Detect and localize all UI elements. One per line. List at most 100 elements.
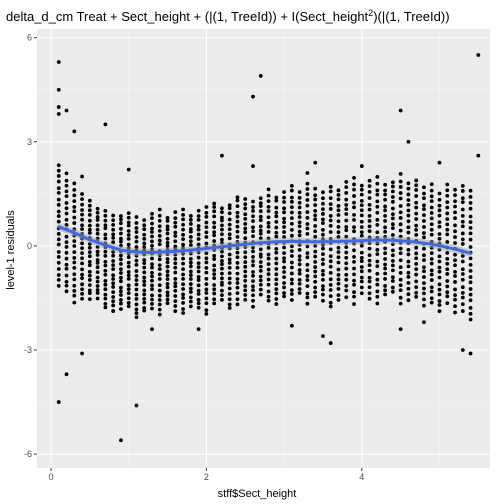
data-point xyxy=(188,286,193,291)
data-point xyxy=(142,296,147,301)
data-point xyxy=(196,255,201,260)
data-point xyxy=(437,299,442,303)
data-point xyxy=(134,278,139,282)
data-point xyxy=(375,264,380,269)
data-point xyxy=(328,202,333,207)
data-point xyxy=(181,217,185,222)
data-point xyxy=(181,261,185,266)
data-point xyxy=(212,233,217,238)
data-point xyxy=(243,222,248,226)
data-point xyxy=(212,276,217,281)
data-point xyxy=(212,214,217,219)
data-point xyxy=(87,227,92,232)
data-point xyxy=(142,300,147,305)
data-point xyxy=(422,203,426,208)
data-point xyxy=(80,197,84,202)
data-point xyxy=(56,277,61,282)
data-point xyxy=(95,206,100,211)
data-point xyxy=(422,297,426,302)
data-point xyxy=(359,225,364,230)
data-point xyxy=(344,266,349,271)
data-point xyxy=(344,228,349,233)
data-point xyxy=(266,209,271,214)
data-point xyxy=(429,199,434,204)
data-point xyxy=(414,200,419,205)
data-point xyxy=(196,265,201,270)
data-point xyxy=(305,284,310,289)
data-point xyxy=(453,199,457,204)
data-point xyxy=(251,199,255,204)
data-point-outlier xyxy=(80,351,84,356)
data-point xyxy=(188,222,193,226)
data-point xyxy=(313,217,318,222)
data-point xyxy=(414,194,419,198)
data-point xyxy=(95,275,100,280)
data-point xyxy=(243,255,248,260)
data-point xyxy=(390,212,395,216)
data-point xyxy=(119,275,123,280)
data-point xyxy=(266,215,271,220)
data-point-outlier xyxy=(80,174,84,179)
data-point xyxy=(87,297,92,302)
data-point xyxy=(56,186,61,191)
data-point xyxy=(289,228,294,232)
data-point xyxy=(111,232,116,237)
data-point xyxy=(119,271,123,275)
data-point xyxy=(103,253,108,258)
data-point xyxy=(64,245,69,249)
data-point xyxy=(406,280,411,285)
data-point xyxy=(142,241,147,246)
data-point xyxy=(126,229,131,233)
data-point xyxy=(251,274,255,278)
data-point xyxy=(72,215,77,220)
data-point xyxy=(258,282,263,287)
data-point xyxy=(72,272,77,277)
data-point xyxy=(111,281,116,286)
data-point xyxy=(95,253,100,257)
data-point xyxy=(220,227,224,232)
data-point xyxy=(235,255,240,260)
data-point xyxy=(460,213,465,218)
data-point xyxy=(460,290,465,295)
data-point xyxy=(266,187,271,192)
data-point xyxy=(398,196,403,201)
data-point xyxy=(359,203,364,208)
data-point xyxy=(80,267,84,272)
data-point xyxy=(119,226,123,231)
data-point xyxy=(95,218,100,222)
data-point xyxy=(150,239,154,244)
data-point-outlier xyxy=(476,53,481,57)
data-point xyxy=(111,309,116,313)
data-point xyxy=(282,281,286,285)
data-point xyxy=(150,297,154,302)
data-point xyxy=(56,254,61,259)
data-point xyxy=(445,182,450,187)
data-point xyxy=(328,207,333,211)
data-point xyxy=(80,217,84,222)
data-point xyxy=(398,210,403,215)
data-point-outlier xyxy=(305,171,310,175)
data-point xyxy=(336,272,341,277)
data-point xyxy=(220,237,224,242)
data-point xyxy=(429,216,434,221)
data-point xyxy=(157,224,162,229)
data-point xyxy=(328,218,333,223)
data-point xyxy=(235,210,240,215)
data-point xyxy=(111,227,116,232)
data-point xyxy=(321,252,325,257)
data-point xyxy=(344,224,349,229)
data-point xyxy=(297,254,302,259)
data-point xyxy=(204,291,209,295)
data-point xyxy=(119,231,123,236)
data-point xyxy=(460,183,465,188)
data-point xyxy=(266,245,271,250)
data-point xyxy=(383,188,388,193)
data-point xyxy=(80,227,84,232)
data-point xyxy=(367,190,372,194)
data-point-outlier xyxy=(460,348,465,352)
data-point xyxy=(87,213,92,217)
data-point xyxy=(406,275,411,279)
data-point xyxy=(103,232,108,237)
data-point xyxy=(367,224,372,229)
data-point-outlier xyxy=(64,108,69,113)
